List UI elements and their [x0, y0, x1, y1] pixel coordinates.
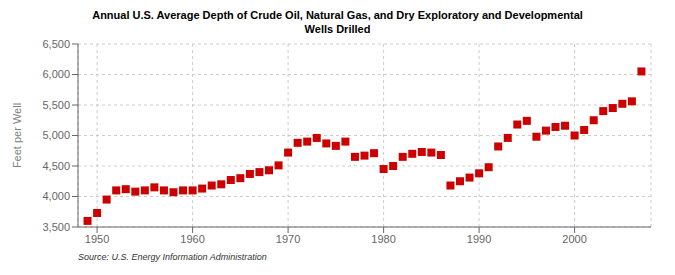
svg-text:4,500: 4,500: [42, 160, 70, 172]
svg-text:Feet per Well: Feet per Well: [11, 103, 23, 168]
svg-text:5,000: 5,000: [42, 129, 70, 141]
svg-text:1950: 1950: [85, 233, 109, 245]
svg-text:6,000: 6,000: [42, 68, 70, 80]
html-text:Source: U.S. Energy Informatio: Source: U.S. Energy Information Administ…: [78, 252, 267, 262]
svg-text:5,500: 5,500: [42, 99, 70, 111]
svg-text:4,000: 4,000: [42, 190, 70, 202]
svg-text:1970: 1970: [276, 233, 300, 245]
svg-text:3,500: 3,500: [42, 221, 70, 233]
svg-text:6,500: 6,500: [42, 38, 70, 50]
svg-text:2000: 2000: [562, 233, 586, 245]
svg-text:1960: 1960: [180, 233, 204, 245]
html-text:Annual U.S. Average Depth of C: Annual U.S. Average Depth of Crude Oil, …: [92, 9, 583, 35]
svg-text:1990: 1990: [467, 233, 491, 245]
svg-text:1980: 1980: [371, 233, 395, 245]
